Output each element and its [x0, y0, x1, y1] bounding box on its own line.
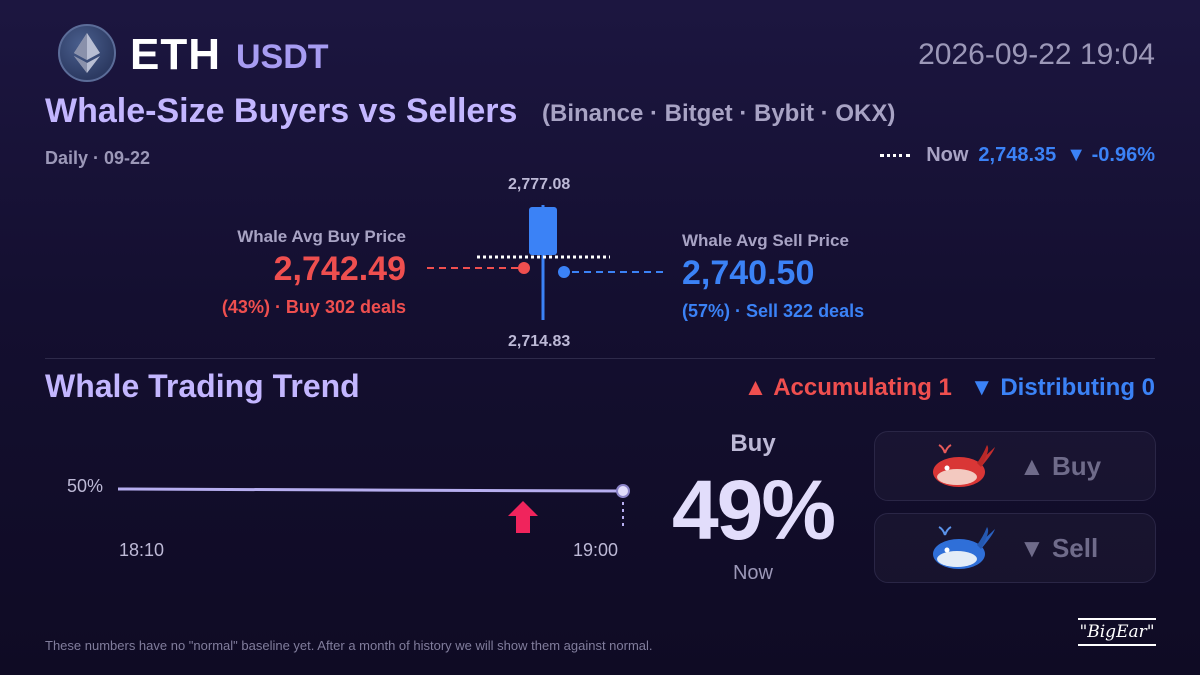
buy-price-marker: [518, 262, 530, 274]
now-price: 2,748.35: [978, 144, 1057, 166]
avg-sell-label: Whale Avg Sell Price: [682, 231, 849, 250]
now-change: ▼ -0.96%: [1066, 144, 1155, 166]
buy-ratio-sub: Now: [732, 562, 773, 584]
trend-chart: [117, 484, 630, 533]
pair-quote-symbol: USDT: [236, 38, 329, 76]
timestamp: 2026-09-22 19:04: [918, 38, 1155, 71]
avg-buy-price: 2,742.49: [273, 250, 406, 288]
pair-base-symbol: ETH: [130, 30, 221, 79]
buy-button[interactable]: ▲ Buy: [874, 431, 1156, 501]
now-line-legend: [880, 154, 911, 157]
avg-sell-price: 2,740.50: [682, 254, 815, 292]
footnote: These numbers have no "normal" baseline …: [45, 638, 653, 653]
exchanges-list: (Binance · Bitget · Bybit · OKX): [542, 100, 896, 127]
ethereum-icon: [58, 24, 116, 82]
blue-whale-icon: [933, 526, 995, 569]
trend-title: Whale Trading Trend: [45, 368, 360, 404]
trend-line: [117, 487, 624, 493]
section-divider: [45, 358, 1155, 359]
now-price-indicator: Now 2,748.35 ▼ -0.96%: [880, 144, 1155, 167]
avg-buy-label: Whale Avg Buy Price: [237, 227, 406, 246]
buy-ratio-value: 49%: [671, 463, 836, 557]
period-label: Daily · 09-22: [45, 148, 151, 168]
buy-button-label: ▲ Buy: [1019, 450, 1102, 481]
page-title: Whale-Size Buyers vs Sellers: [45, 92, 518, 130]
accumulating-count: ▲ Accumulating 1: [743, 374, 952, 401]
sell-button[interactable]: ▼ Sell: [874, 513, 1156, 583]
trend-x-end: 19:00: [573, 540, 619, 560]
candle-high-label: 2,777.08: [508, 176, 571, 193]
candle-low-label: 2,714.83: [508, 333, 571, 350]
red-whale-icon: [933, 444, 995, 487]
buy-ratio-label: Buy: [730, 430, 776, 457]
price-candle: [427, 205, 665, 320]
trend-y-label: 50%: [67, 476, 104, 496]
brand-logo: "BigEar": [1078, 618, 1156, 646]
sell-price-marker: [558, 266, 570, 278]
now-label: Now: [926, 144, 969, 166]
candle-body: [529, 207, 557, 255]
distributing-count: ▼ Distributing 0: [969, 374, 1155, 401]
sell-button-label: ▼ Sell: [1019, 532, 1099, 563]
trend-now-point: [616, 484, 630, 498]
buy-deals: (43%) · Buy 302 deals: [221, 297, 406, 317]
trend-counts: ▲ Accumulating 1 ▼ Distributing 0: [744, 374, 1155, 402]
sell-deals: (57%) · Sell 322 deals: [682, 301, 865, 321]
trend-x-start: 18:10: [119, 540, 165, 560]
accumulation-arrow-icon: [508, 501, 538, 533]
